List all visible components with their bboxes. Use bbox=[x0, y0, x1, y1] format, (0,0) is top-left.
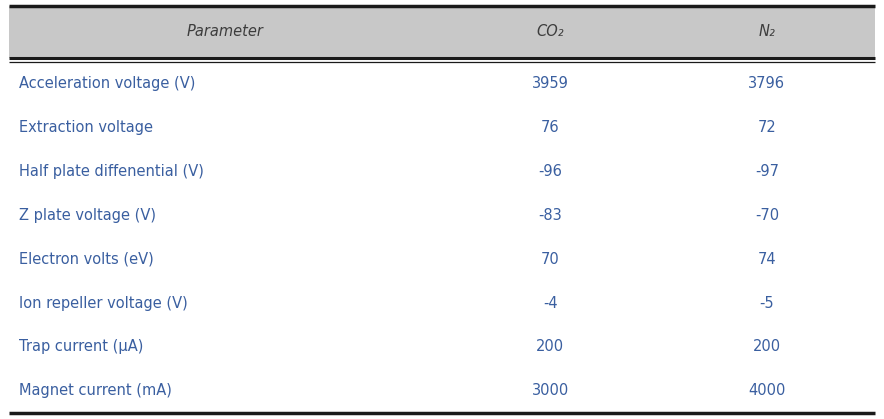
Text: -96: -96 bbox=[538, 164, 562, 179]
Text: 72: 72 bbox=[758, 120, 776, 135]
Bar bbox=[9, 369, 875, 413]
Text: 4000: 4000 bbox=[748, 383, 786, 398]
Text: Half plate diffenential (V): Half plate diffenential (V) bbox=[19, 164, 204, 179]
Text: Ion repeller voltage (V): Ion repeller voltage (V) bbox=[19, 295, 188, 310]
Text: -83: -83 bbox=[538, 208, 562, 223]
Bar bbox=[9, 106, 875, 150]
Text: Trap current (μA): Trap current (μA) bbox=[19, 339, 144, 354]
Text: N₂: N₂ bbox=[758, 24, 775, 39]
Bar bbox=[9, 281, 875, 325]
Bar bbox=[9, 325, 875, 369]
Bar bbox=[9, 150, 875, 194]
Bar bbox=[9, 62, 875, 106]
Text: 70: 70 bbox=[541, 252, 560, 267]
Text: 3000: 3000 bbox=[531, 383, 569, 398]
Bar bbox=[9, 237, 875, 281]
Text: 74: 74 bbox=[758, 252, 776, 267]
Text: Acceleration voltage (V): Acceleration voltage (V) bbox=[19, 76, 196, 91]
Text: -4: -4 bbox=[543, 295, 558, 310]
Text: Extraction voltage: Extraction voltage bbox=[19, 120, 154, 135]
Text: 3796: 3796 bbox=[749, 76, 785, 91]
Bar bbox=[9, 6, 875, 58]
Text: -70: -70 bbox=[755, 208, 779, 223]
Text: Parameter: Parameter bbox=[187, 24, 263, 39]
Text: 200: 200 bbox=[537, 339, 564, 354]
Text: 76: 76 bbox=[541, 120, 560, 135]
Text: Z plate voltage (V): Z plate voltage (V) bbox=[19, 208, 156, 223]
Text: -97: -97 bbox=[755, 164, 779, 179]
Text: -5: -5 bbox=[759, 295, 774, 310]
Text: 200: 200 bbox=[753, 339, 781, 354]
Text: CO₂: CO₂ bbox=[537, 24, 564, 39]
Text: 3959: 3959 bbox=[532, 76, 568, 91]
Bar bbox=[9, 194, 875, 237]
Text: Electron volts (eV): Electron volts (eV) bbox=[19, 252, 154, 267]
Text: Magnet current (mA): Magnet current (mA) bbox=[19, 383, 172, 398]
